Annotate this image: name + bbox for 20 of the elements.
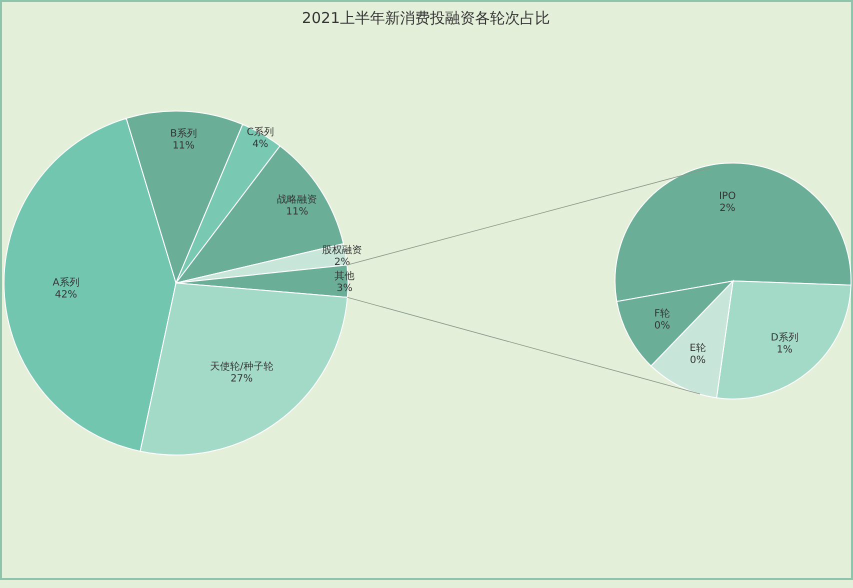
data-label: 4% — [252, 139, 268, 150]
data-label: 2% — [334, 256, 350, 268]
slice-label: E轮 — [690, 342, 706, 354]
text: 2021上半年新消费投融资各轮次占比 — [302, 9, 550, 27]
data-label: 0% — [690, 355, 706, 366]
slice-label: D系列 — [770, 331, 798, 344]
slice-label: A系列 — [52, 276, 80, 289]
data-label: 42% — [54, 290, 78, 301]
data-label: 0% — [654, 320, 670, 332]
slice-label: F轮 — [654, 308, 670, 320]
slice-label: 天使轮/种子轮 — [210, 360, 274, 372]
data-label: 11% — [286, 206, 308, 218]
slice-label: 战略融资 — [277, 193, 318, 206]
slice-label: B系列 — [170, 128, 197, 140]
data-label: 27% — [230, 373, 253, 384]
slice-label: IPO — [718, 190, 736, 202]
slice-label: 股权融资 — [322, 244, 362, 256]
data-label: 2% — [719, 202, 736, 214]
data-label: 1% — [776, 344, 793, 356]
data-label: 11% — [172, 140, 195, 152]
